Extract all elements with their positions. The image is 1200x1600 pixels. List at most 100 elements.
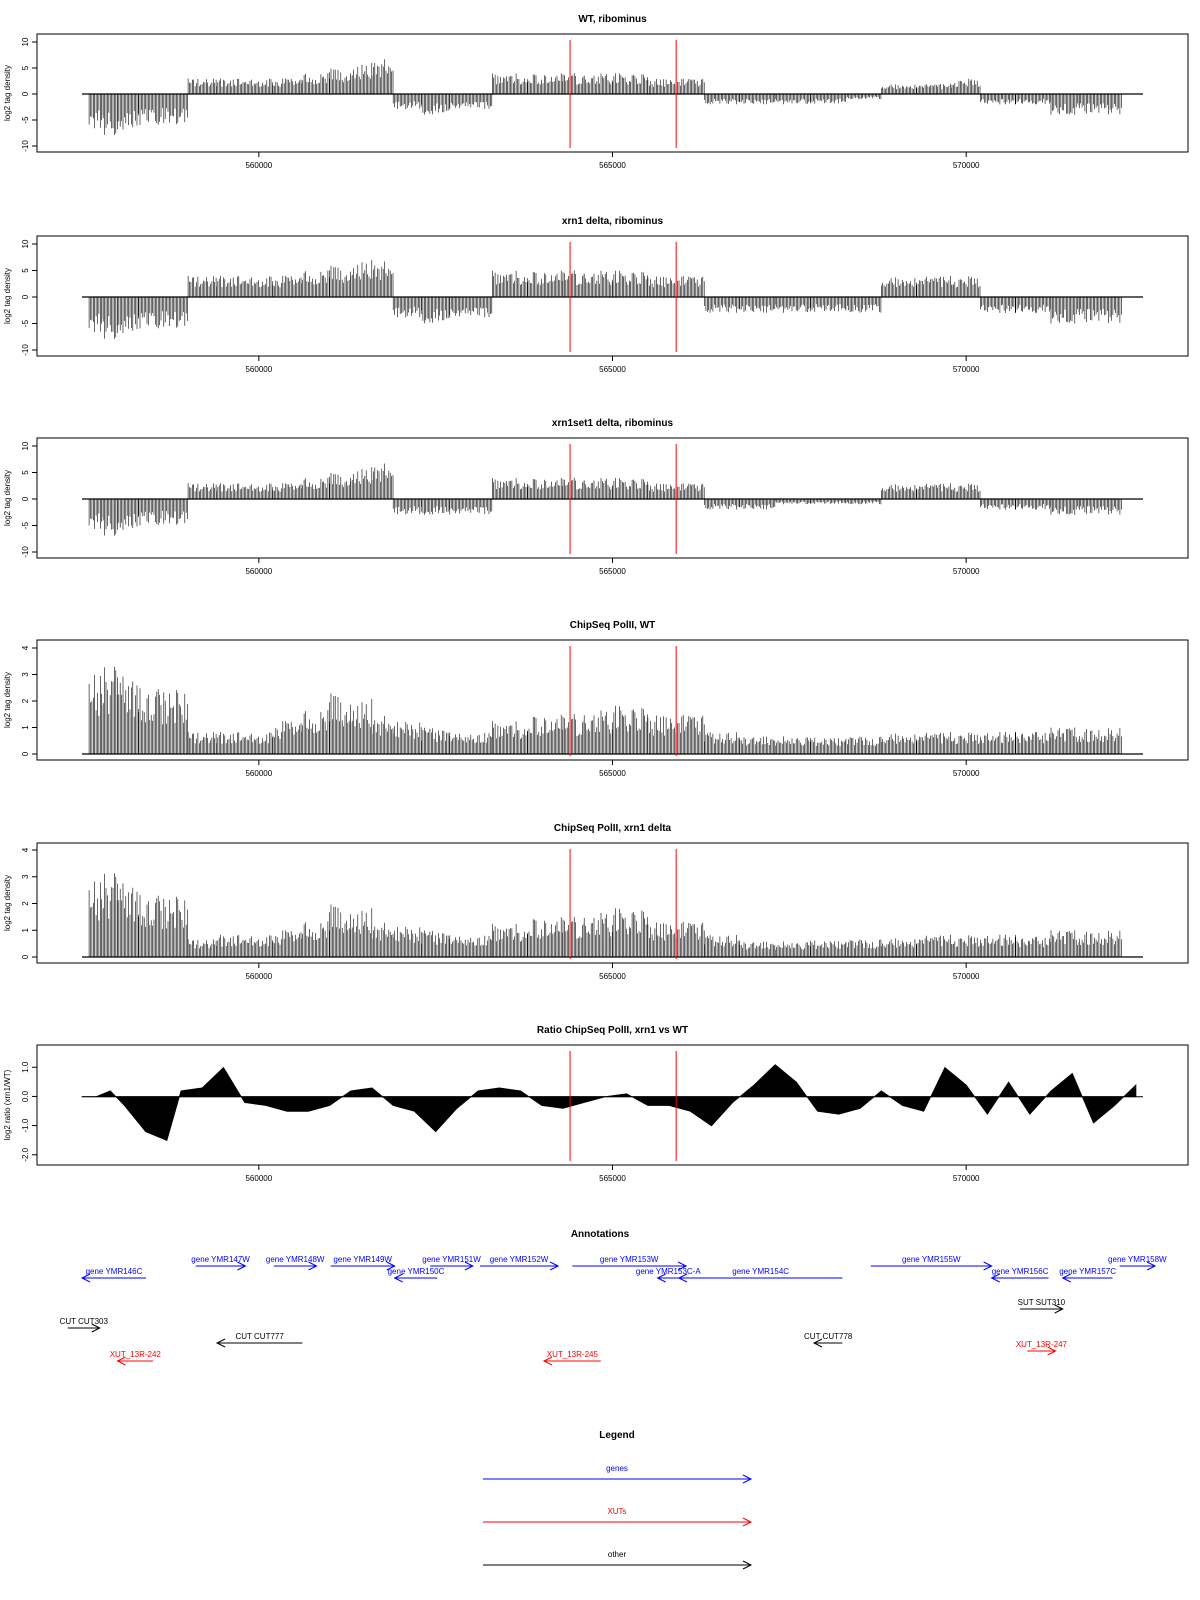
x-tick-label: 570000 xyxy=(953,567,980,576)
plot-frame xyxy=(36,1044,1189,1166)
data-bars xyxy=(272,275,302,297)
data-bars xyxy=(301,477,330,499)
arrowhead xyxy=(990,1273,1000,1283)
data-bars xyxy=(612,908,648,957)
feature-label: SUT SUT310 xyxy=(1018,1298,1066,1307)
data-bars xyxy=(371,922,394,957)
annotation-feature: gene YMR157C xyxy=(1059,1267,1116,1283)
data-bars xyxy=(392,297,422,318)
data-bars xyxy=(647,715,677,754)
data-bars xyxy=(704,297,740,313)
y-tick-label: 3 xyxy=(21,672,30,677)
annotation-feature: XUT_13R-245 xyxy=(542,1350,601,1366)
arrowhead xyxy=(116,1356,126,1366)
y-tick-label: 10 xyxy=(21,239,30,248)
data-bars xyxy=(88,297,104,332)
data-bars xyxy=(1079,297,1122,323)
data-bars xyxy=(421,930,450,957)
annotation-feature: gene YMR155W xyxy=(870,1255,993,1271)
data-bars xyxy=(492,721,528,754)
arrowhead xyxy=(91,1323,101,1333)
data-bars xyxy=(1015,499,1051,510)
y-axis-label: log2 tag density xyxy=(3,268,12,324)
data-bars xyxy=(704,935,740,957)
data-bars xyxy=(810,737,846,754)
data-bars xyxy=(647,276,677,297)
data-bars xyxy=(371,716,394,754)
y-tick-label: -5 xyxy=(21,319,30,327)
y-tick-label: 1 xyxy=(21,927,30,932)
data-bars xyxy=(845,94,882,100)
y-tick-label: 1.0 xyxy=(21,1061,30,1073)
feature-label: gene YMR156C xyxy=(992,1267,1049,1276)
data-bars xyxy=(392,926,422,957)
legend-arrowhead xyxy=(742,1560,753,1570)
panel-1: WT, ribominus -10 -5 0 5 10 log2 tag density 56… xyxy=(3,14,1189,170)
y-tick-label: 4 xyxy=(21,645,30,650)
panel-6: Ratio ChipSeq PolII, xrn1 vs WT -2.0 -1.0 0… xyxy=(3,1025,1189,1183)
data-bars xyxy=(881,938,917,957)
data-bars xyxy=(951,732,981,754)
data-bars xyxy=(1015,297,1051,313)
x-tick-label: 570000 xyxy=(953,769,980,778)
data-bars xyxy=(951,935,981,957)
data-bars xyxy=(704,94,740,105)
data-bars xyxy=(301,921,330,957)
data-bars xyxy=(350,62,373,94)
feature-label: gene YMR149W xyxy=(333,1255,392,1264)
arrowhead xyxy=(393,1273,403,1283)
data-bars xyxy=(117,676,139,754)
y-tick-label: 4 xyxy=(21,847,30,852)
data-bars xyxy=(492,270,528,297)
annotation-feature: gene YMR149W xyxy=(330,1255,396,1271)
data-bars xyxy=(647,483,677,499)
data-bars xyxy=(392,499,422,515)
data-bars xyxy=(647,78,677,94)
data-bars xyxy=(421,727,450,754)
y-tick-label: -10 xyxy=(21,546,30,558)
panel-title: ChipSeq PolII, WT xyxy=(570,620,656,631)
data-bars xyxy=(612,478,648,499)
arrowhead xyxy=(386,1261,396,1271)
y-tick-label: 1 xyxy=(21,725,30,730)
data-bars xyxy=(187,275,217,297)
x-tick-label: 560000 xyxy=(245,972,272,981)
x-tick-label: 560000 xyxy=(245,567,272,576)
data-bars xyxy=(301,710,330,754)
data-bars xyxy=(350,699,373,754)
data-bars xyxy=(845,297,882,313)
annotation-feature: CUT CUT303 xyxy=(60,1317,108,1333)
annotation-feature: CUT CUT777 xyxy=(215,1332,303,1348)
data-bars xyxy=(350,908,373,957)
data-bars xyxy=(675,714,705,754)
y-tick-label: 10 xyxy=(21,37,30,46)
data-bars xyxy=(329,473,351,499)
y-tick-label: 3 xyxy=(21,874,30,879)
feature-label: gene YMR158W xyxy=(1108,1255,1167,1264)
data-bars xyxy=(675,78,705,94)
annotation-feature: XUT_13R-242 xyxy=(110,1350,161,1366)
data-bars xyxy=(88,94,104,129)
panel-2: xrn1 delta, ribominus -10 -5 0 5 10 log2 tag d… xyxy=(3,216,1189,374)
data-bars xyxy=(371,59,394,94)
annotation-feature: gene YMR150C xyxy=(388,1267,445,1283)
data-bars xyxy=(951,78,981,94)
feature-label: gene YMR153W xyxy=(600,1255,659,1264)
y-axis-label: log2 tag density xyxy=(3,470,12,526)
data-bars xyxy=(774,941,811,957)
data-bars xyxy=(704,499,740,510)
arrowhead xyxy=(80,1273,91,1283)
data-bars xyxy=(138,895,188,957)
feature-label: gene YMR148W xyxy=(266,1255,325,1264)
annotation-feature: gene YMR148W xyxy=(266,1255,325,1271)
y-tick-label: 0.0 xyxy=(21,1090,30,1102)
data-bars xyxy=(272,721,302,754)
data-bars xyxy=(916,83,952,94)
feature-label: gene YMR157C xyxy=(1059,1267,1116,1276)
data-bars xyxy=(916,934,952,957)
annotations-panel: Annotations gene YMR146C gene YMR147W gene … xyxy=(60,1229,1167,1366)
data-bars xyxy=(675,276,705,297)
data-bars xyxy=(980,297,1016,313)
y-tick-label: 2 xyxy=(21,698,30,703)
